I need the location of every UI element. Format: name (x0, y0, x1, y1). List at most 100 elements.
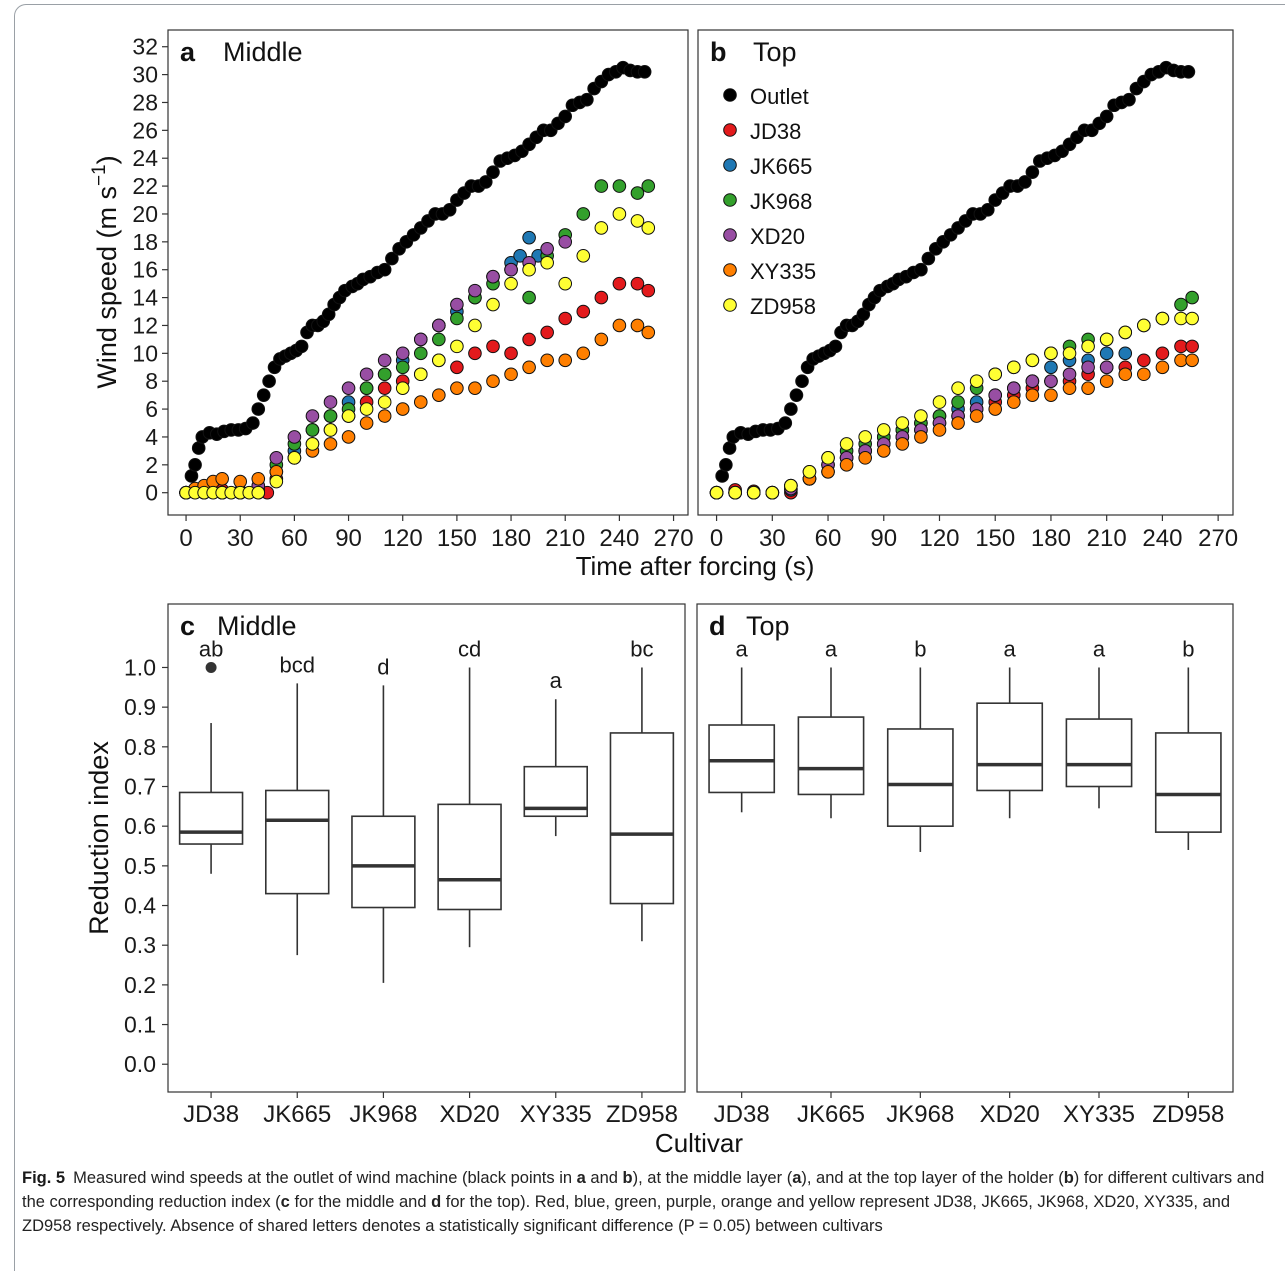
box-iqr (797, 716, 865, 796)
point-xd20 (377, 353, 392, 368)
y-tick-label: 0.4 (124, 893, 156, 919)
point-jk968 (395, 360, 410, 375)
x-tick-label: JD38 (714, 1101, 770, 1128)
point-zd958 (630, 214, 645, 228)
point-xy335 (858, 451, 872, 465)
point-xy335 (969, 409, 984, 423)
box-iqr (886, 728, 954, 827)
box-iqr (264, 789, 330, 895)
x-tick-label: XY335 (520, 1101, 592, 1128)
x-tick-label: ZD958 (1152, 1101, 1224, 1128)
point-zd958 (432, 353, 446, 368)
x-tick-label: 240 (599, 525, 639, 552)
point-zd958 (839, 437, 854, 451)
x-tick-label: 30 (227, 525, 254, 552)
x-tick-label: 240 (1142, 525, 1182, 552)
point-outlet (1018, 175, 1032, 189)
x-tick-label: JD38 (183, 1101, 239, 1128)
x-tick-label: 0 (710, 525, 723, 552)
point-zd958 (1006, 360, 1021, 375)
point-outlet (486, 165, 500, 179)
caption-fragment: Measured wind speeds at the outlet of wi… (73, 1169, 577, 1187)
x-axis-label: Cultivar (655, 1128, 743, 1158)
x-tick-label: JK968 (349, 1101, 417, 1128)
point-xy335 (914, 430, 928, 444)
point-jd38 (504, 346, 518, 361)
point-jk665 (522, 230, 536, 245)
point-xy335 (413, 395, 428, 409)
point-jd38 (576, 304, 591, 319)
point-zd958 (746, 485, 761, 500)
y-tick-label: 1.0 (124, 654, 156, 680)
point-xy335 (215, 471, 229, 486)
caption-fragment: b (622, 1169, 633, 1187)
legend-label: XD20 (750, 224, 805, 249)
legend-swatch (723, 158, 737, 172)
point-jd38 (377, 381, 392, 395)
y-tick-label: 24 (132, 145, 158, 171)
panel-title: Top (746, 611, 790, 641)
x-tick-label: JK665 (797, 1101, 865, 1128)
point-xy335 (341, 430, 356, 444)
box-iqr (1154, 732, 1222, 833)
y-tick-label: 12 (132, 312, 158, 338)
point-xy335 (540, 353, 554, 368)
caption-fragment: c (280, 1193, 290, 1211)
x-tick-label: 150 (437, 525, 477, 552)
point-zd958 (1185, 311, 1199, 326)
point-jd38 (1155, 346, 1170, 361)
point-zd958 (709, 485, 724, 500)
panel-a-border (167, 29, 689, 516)
point-xd20 (305, 409, 320, 423)
point-xd20 (341, 381, 356, 395)
panel-letter: a (180, 37, 196, 67)
box-zd958 (609, 667, 675, 942)
legend-label: JD38 (750, 119, 801, 144)
x-tick-label: 210 (1087, 525, 1127, 552)
legend-swatch (723, 228, 737, 242)
point-xy335 (932, 423, 947, 437)
point-xy335 (359, 416, 374, 430)
point-zd958 (558, 276, 573, 291)
point-xy335 (504, 367, 518, 382)
box-jk665 (797, 667, 865, 819)
point-zd958 (450, 339, 464, 354)
point-xd20 (450, 297, 464, 312)
x-tick-label: 60 (281, 525, 308, 552)
point-xy335 (450, 381, 464, 395)
point-xd20 (1081, 360, 1095, 375)
caption-text: Measured wind speeds at the outlet of wi… (22, 1169, 1264, 1235)
x-tick-label: JK665 (263, 1101, 331, 1128)
point-zd958 (359, 402, 374, 416)
x-tick-label: 60 (815, 525, 842, 552)
box-xd20 (437, 667, 502, 948)
point-zd958 (522, 262, 536, 277)
panel-title: Middle (217, 611, 297, 641)
point-zd958 (932, 395, 947, 409)
point-jd38 (594, 290, 609, 305)
point-outlet (478, 175, 493, 189)
point-zd958 (576, 248, 591, 263)
point-zd958 (1118, 325, 1133, 340)
y-tick-label: 0 (145, 480, 158, 506)
point-zd958 (504, 276, 518, 291)
significance-letter: a (736, 636, 749, 661)
point-jk665 (1099, 346, 1114, 361)
y-axis-label: Wind speed (m s−1) (89, 155, 122, 388)
significance-letter: a (825, 636, 838, 661)
legend-label: JK665 (750, 154, 812, 179)
box-jd38 (178, 661, 244, 874)
box-iqr (609, 732, 675, 905)
panel-d-border (696, 603, 1234, 1093)
box-iqr (351, 815, 416, 909)
panel-title: Middle (223, 37, 303, 67)
point-xy335 (522, 360, 536, 375)
significance-letter: a (550, 668, 563, 693)
point-jd38 (641, 283, 656, 298)
significance-letter: bcd (280, 652, 315, 677)
point-xd20 (323, 395, 338, 409)
point-xy335 (630, 318, 645, 333)
caption-fragment: d (431, 1193, 442, 1211)
panel-letter: d (709, 611, 726, 641)
point-zd958 (1062, 346, 1077, 361)
